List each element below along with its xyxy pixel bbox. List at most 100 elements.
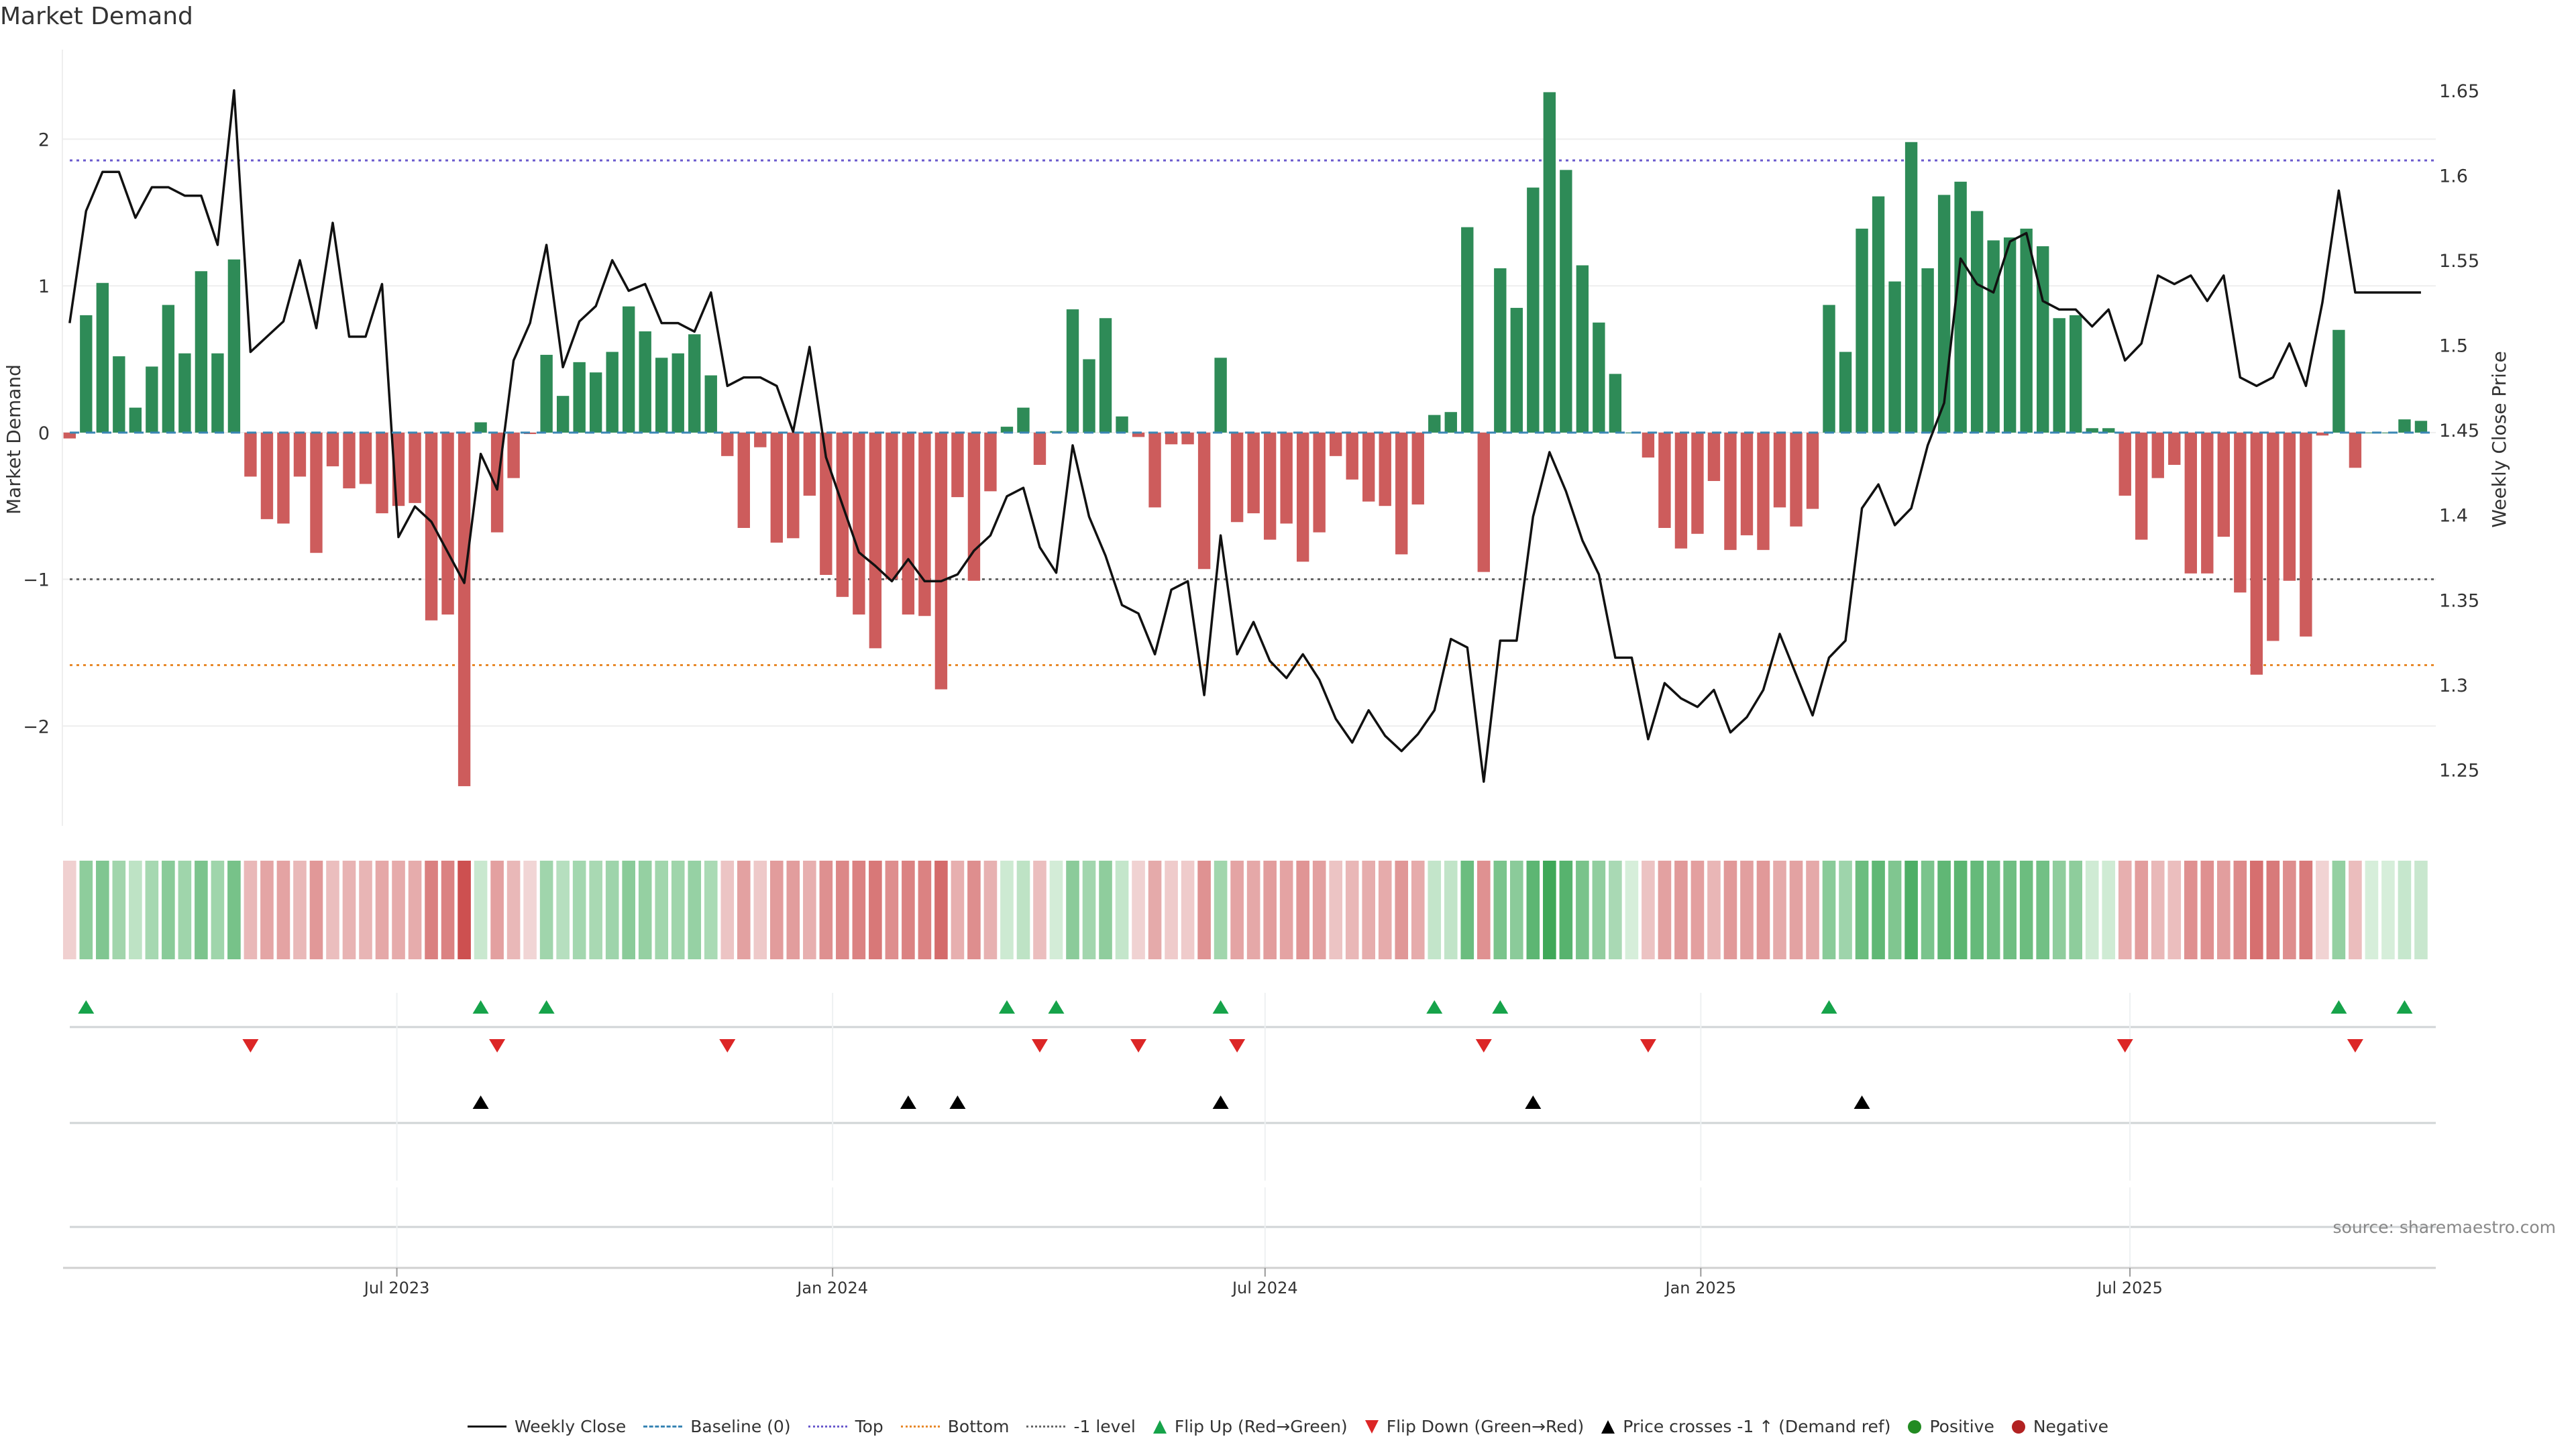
heatmap-cell xyxy=(2151,861,2165,959)
heatmap-cell xyxy=(392,861,405,959)
heatmap-cell xyxy=(1658,861,1672,959)
positive-demand-bar xyxy=(129,407,142,433)
heatmap-cell xyxy=(2316,861,2329,959)
flip-down-marker xyxy=(1031,1039,1048,1053)
heatmap-cell xyxy=(1230,861,1244,959)
negative-demand-bar xyxy=(2300,432,2312,637)
legend-line-swatch xyxy=(808,1426,847,1428)
heatmap-cell xyxy=(1214,861,1228,959)
heatmap-cell xyxy=(1115,861,1129,959)
negative-demand-bar xyxy=(244,432,257,477)
legend-line-swatch xyxy=(1026,1426,1066,1428)
legend-item: Price crosses -1 ↑ (Demand ref) xyxy=(1601,1417,1890,1436)
negative-demand-bar xyxy=(2151,432,2164,478)
heatmap-cell xyxy=(1543,861,1556,959)
heatmap-cell xyxy=(1937,861,1951,959)
heatmap-cell xyxy=(276,861,290,959)
legend-item: Weekly Close xyxy=(467,1417,626,1436)
heatmap-cell xyxy=(2349,861,2362,959)
negative-demand-bar xyxy=(409,432,421,503)
negative-demand-bar xyxy=(458,432,471,786)
triangle-up-icon xyxy=(1601,1419,1615,1434)
negative-demand-bar xyxy=(918,432,931,616)
heatmap-cell xyxy=(178,861,192,959)
negative-demand-bar xyxy=(1165,432,1178,445)
heatmap-cell xyxy=(1888,861,1902,959)
y2-tick-label: 1.35 xyxy=(2439,590,2479,611)
heatmap-cell xyxy=(1986,861,2000,959)
heatmap-cell xyxy=(1246,861,1260,959)
positive-demand-bar xyxy=(2036,246,2049,433)
negative-demand-bar xyxy=(869,432,882,649)
chart-title: Market Demand xyxy=(0,3,193,30)
negative-demand-bar xyxy=(2349,432,2362,468)
negative-demand-bar xyxy=(1477,432,1490,572)
negative-demand-bar xyxy=(2217,432,2230,537)
y2-tick-label: 1.4 xyxy=(2439,506,2468,527)
heatmap-cell xyxy=(1263,861,1277,959)
negative-demand-bar xyxy=(1395,432,1408,555)
negative-demand-bar xyxy=(1411,432,1424,505)
negative-demand-bar xyxy=(951,432,964,498)
positive-demand-bar xyxy=(655,358,668,433)
negative-demand-bar xyxy=(1132,432,1145,437)
heatmap-cell xyxy=(408,861,422,959)
positive-demand-bar xyxy=(1987,240,2000,433)
negative-demand-bar xyxy=(1346,432,1358,480)
heatmap-cell xyxy=(1904,861,1918,959)
legend-item: Bottom xyxy=(900,1417,1009,1436)
negative-demand-bar xyxy=(967,432,981,581)
y2-tick-label: 1.65 xyxy=(2439,81,2479,102)
positive-demand-bar xyxy=(1839,352,1852,433)
heatmap-cell xyxy=(1740,861,1754,959)
positive-demand-bar xyxy=(80,315,93,433)
heatmap-cell xyxy=(1822,861,1836,959)
flip-down-marker xyxy=(489,1039,506,1053)
negative-demand-bar xyxy=(1724,432,1737,550)
price-cross-marker xyxy=(472,1095,489,1109)
heatmap-cell xyxy=(1970,861,1984,959)
flip-down-marker xyxy=(1130,1039,1147,1053)
negative-demand-bar xyxy=(787,432,800,539)
flip-up-marker xyxy=(1426,1000,1443,1014)
flip-up-marker xyxy=(538,1000,555,1014)
heatmap-cell xyxy=(195,861,208,959)
heatmap-cell xyxy=(2283,861,2296,959)
flip-up-marker xyxy=(998,1000,1015,1014)
positive-demand-bar xyxy=(606,352,619,433)
source-credit: source: sharemaestro.com xyxy=(2333,1218,2557,1237)
heatmap-cell xyxy=(2118,861,2132,959)
heatmap-cell xyxy=(2135,861,2149,959)
heatmap-cell xyxy=(211,861,225,959)
negative-demand-bar xyxy=(934,432,948,690)
heatmap-cell xyxy=(1362,861,1376,959)
negative-demand-bar xyxy=(2283,432,2296,581)
legend-label: Top xyxy=(855,1417,883,1436)
x-tick-label: Jul 2025 xyxy=(2096,1279,2163,1297)
legend-item: -1 level xyxy=(1026,1417,1136,1436)
circle-icon xyxy=(1908,1419,1922,1434)
positive-demand-bar xyxy=(1099,318,1112,433)
price-cross-marker xyxy=(1525,1095,1542,1109)
heatmap-cell xyxy=(1953,861,1968,959)
negative-demand-bar xyxy=(853,432,865,615)
legend-label: Flip Up (Red→Green) xyxy=(1174,1417,1348,1436)
heatmap-cell xyxy=(1099,861,1112,959)
heatmap-cell xyxy=(326,861,339,959)
heatmap-cell xyxy=(441,861,455,959)
negative-demand-bar xyxy=(310,432,323,553)
heatmap-cell xyxy=(556,861,570,959)
negative-demand-bar xyxy=(2118,432,2131,496)
y-axis-label: Market Demand xyxy=(3,364,25,515)
negative-demand-bar xyxy=(902,432,915,615)
y2-tick-label: 1.5 xyxy=(2439,336,2468,357)
y2-tick-label: 1.25 xyxy=(2439,760,2479,781)
negative-demand-bar xyxy=(277,432,290,524)
positive-demand-bar xyxy=(1954,181,1967,433)
heatmap-cell xyxy=(375,861,389,959)
negative-demand-bar xyxy=(2234,432,2247,593)
heatmap-cell xyxy=(2332,861,2346,959)
heatmap-cell xyxy=(704,861,718,959)
heatmap-cell xyxy=(523,861,537,959)
heatmap-cell xyxy=(918,861,932,959)
